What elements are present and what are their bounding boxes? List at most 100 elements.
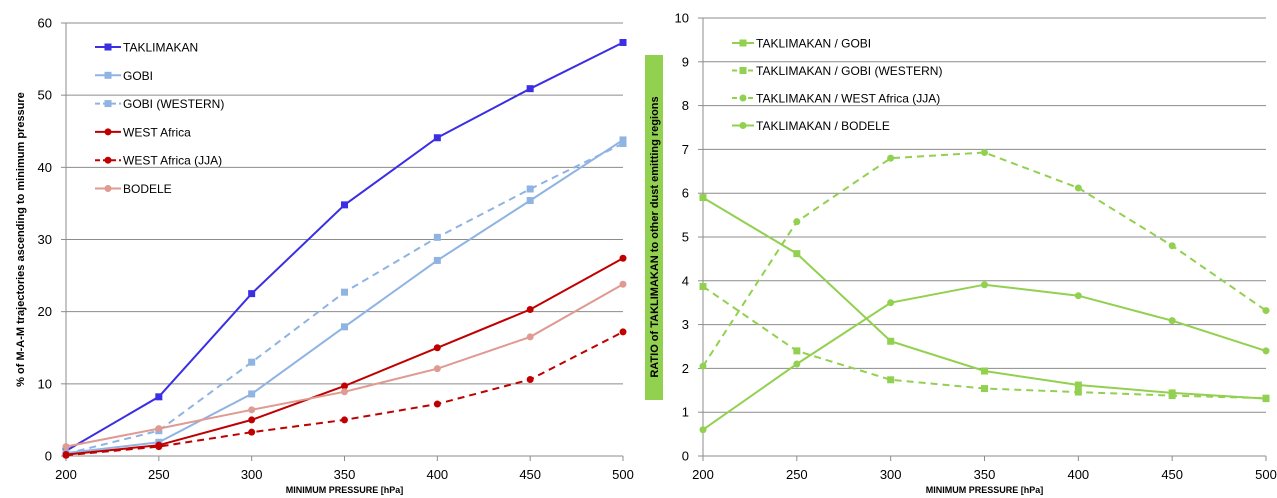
series-2 [699, 148, 1270, 370]
data-point [1074, 292, 1082, 300]
legend-entry: TAKLIMAKAN / WEST Africa (JJA) [732, 92, 940, 106]
data-point [248, 416, 256, 424]
data-point [793, 347, 801, 355]
series-5 [62, 280, 627, 451]
x-tick-label: 300 [880, 467, 902, 482]
data-point [526, 197, 534, 205]
y-axis-title-background [645, 55, 663, 400]
series-line [65, 257, 624, 456]
y-tick-label: 2 [682, 361, 689, 376]
y-tick-label: 1 [682, 405, 689, 420]
x-tick-label: 450 [519, 467, 541, 482]
data-point [887, 299, 895, 307]
data-point [619, 328, 627, 336]
x-tick-label: 350 [974, 467, 996, 482]
data-point [526, 306, 534, 314]
data-point [248, 406, 256, 414]
data-point [1168, 392, 1176, 400]
legend-entry: BODELE [95, 182, 172, 196]
data-point [433, 344, 441, 352]
data-point [1168, 317, 1176, 325]
data-point [341, 388, 348, 396]
data-point [62, 443, 70, 451]
data-point [248, 290, 256, 298]
legend-entry: TAKLIMAKAN / GOBI [732, 37, 871, 51]
x-tick-label: 500 [1255, 467, 1277, 482]
data-point [341, 201, 348, 209]
data-point [1074, 184, 1082, 192]
legend-label: GOBI [123, 69, 153, 83]
legend-entry: GOBI [95, 69, 153, 83]
x-tick-label: 200 [692, 467, 714, 482]
data-point [433, 233, 441, 241]
x-tick-label: 300 [241, 467, 263, 482]
x-axis-title: MINIMUM PRESSURE [hPa] [926, 485, 1044, 495]
data-point [155, 393, 163, 401]
series-line [702, 283, 1267, 431]
legend-label: TAKLIMAKAN / GOBI [756, 37, 871, 51]
series-line [702, 151, 1267, 367]
x-tick-label: 450 [1161, 467, 1183, 482]
data-point [887, 337, 895, 345]
y-tick-label: 0 [682, 449, 689, 464]
data-point [887, 154, 895, 162]
chart-left: 0 10 20 30 40 50 60 200 250 300 350 400 450 500 MINIMU… [15, 16, 634, 496]
series-4 [62, 328, 627, 459]
series-3 [699, 281, 1270, 434]
legend-entry: WEST Africa (JJA) [95, 154, 222, 168]
data-point [1168, 242, 1176, 250]
x-tick-label: 250 [148, 467, 170, 482]
x-tick-label: 500 [612, 467, 634, 482]
data-point [699, 362, 707, 370]
y-tick-label: 6 [682, 186, 689, 201]
data-point [793, 218, 801, 226]
y-tick-label: 60 [38, 16, 52, 31]
data-point [248, 428, 256, 436]
data-point [981, 385, 988, 393]
data-point [981, 148, 988, 156]
data-point [248, 358, 256, 366]
legend-marker [739, 122, 747, 129]
series-1 [699, 282, 1270, 402]
legend-label: TAKLIMAKAN [123, 41, 198, 55]
x-tick-label: 200 [55, 467, 77, 482]
data-point [433, 256, 441, 264]
data-point [1262, 347, 1270, 355]
data-point [619, 280, 627, 288]
data-point [155, 425, 163, 433]
data-point [619, 38, 627, 46]
data-point [155, 443, 163, 451]
y-tick-label: 40 [38, 160, 52, 175]
data-point [526, 85, 534, 93]
legend-label: TAKLIMAKAN / BODELE [756, 119, 890, 133]
legend-marker [739, 67, 747, 74]
x-tick-label: 350 [334, 467, 356, 482]
y-tick-label: 4 [682, 273, 689, 288]
y-tick-label: 8 [682, 98, 689, 113]
series-3 [62, 254, 627, 459]
y-tick-label: 10 [38, 376, 52, 391]
data-point [619, 140, 627, 148]
data-point [699, 194, 707, 202]
data-point [433, 365, 441, 373]
legend-entry: TAKLIMAKAN [95, 41, 198, 55]
y-tick-label: 5 [682, 230, 689, 245]
data-point [1262, 307, 1270, 315]
y-tick-label: 9 [682, 54, 689, 69]
data-point [793, 250, 801, 258]
x-axis-title: MINIMUM PRESSURE [hPa] [286, 485, 404, 495]
x-tick-label: 400 [1067, 467, 1089, 482]
legend-marker [104, 185, 112, 192]
data-point [341, 288, 348, 296]
legend-marker [104, 100, 112, 108]
y-tick-label: 3 [682, 317, 689, 332]
y-axis-title: % of M-A-M trajectories ascending to min… [15, 92, 27, 387]
legend-entry: TAKLIMAKAN / GOBI (WESTERN) [732, 64, 942, 78]
data-point [341, 323, 348, 331]
data-point [981, 281, 988, 289]
y-tick-label: 30 [38, 232, 52, 247]
y-tick-label: 50 [38, 88, 52, 103]
legend-entry: GOBI (WESTERN) [95, 97, 224, 111]
legend-entry: WEST Africa [95, 125, 191, 139]
